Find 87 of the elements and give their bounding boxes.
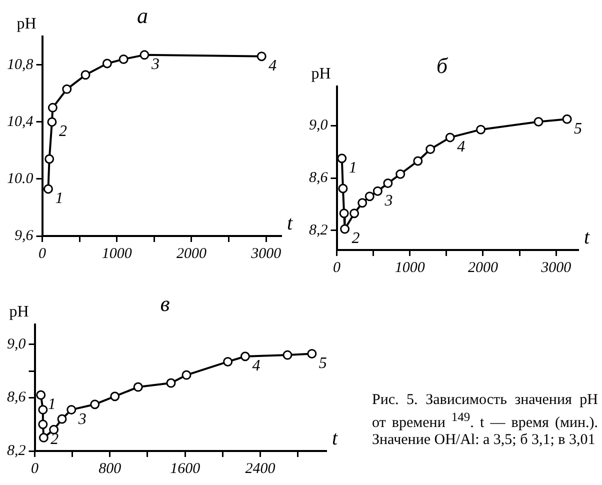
y-tick-label: 8,2 [7,442,26,459]
y-axis-title: pH [9,304,30,321]
y-axis-title: pH [311,66,332,83]
point [338,184,348,194]
point [48,102,58,112]
chart-title: в [160,290,170,316]
point [43,184,53,194]
annotation: 1 [55,190,64,208]
y-tick-label: 9,0 [7,336,26,352]
y-tick-label: 10,8 [7,56,34,73]
annotation: 3 [384,192,393,210]
point [339,208,349,218]
annotation: 3 [77,410,86,428]
x-tick-label: 2000 [176,246,207,262]
point [534,116,544,126]
y-axis-title: pH [16,16,37,33]
point [383,178,393,188]
text: Рис. 5. Зависимость значения pH от времени $^{149}$. t — время (мин.). Значение OH/Al: а 3,5; б 3,1; в 3,01 [372,392,598,449]
x-tick-label: 2400 [245,460,276,477]
point [358,198,368,208]
point [413,156,423,166]
annotation: 5 [318,354,327,372]
x-tick-label: 800 [98,460,122,477]
point [166,378,176,388]
point [133,382,143,392]
point [118,54,128,64]
x-tick-label: 1000 [102,246,132,262]
y-tick-label: 8,6 [309,170,328,186]
point [282,350,292,360]
point [90,400,100,410]
point [396,169,406,179]
point [307,348,317,358]
point [102,58,112,68]
x-tick-label: 1000 [394,260,426,276]
x-axis-title: t [287,212,293,234]
x-tick-label: 3000 [250,246,282,262]
annotation: 2 [352,230,360,248]
y-tick-label: 10.0 [7,170,34,187]
annotation: 1 [48,396,56,414]
x-tick-label: 0 [31,460,39,477]
annotation: 4 [252,358,260,375]
annotation: 5 [574,120,582,138]
annotation: 1 [348,160,357,177]
chart-title: а [137,2,148,28]
point [364,192,374,202]
point [38,420,48,430]
y-tick-label: 8,6 [7,390,26,406]
y-tick-label: 9,6 [14,228,34,244]
point [340,224,350,234]
point [240,352,250,362]
point [562,114,572,124]
point [476,124,486,134]
point [57,414,67,424]
annotation: 4 [457,138,466,156]
point [337,154,347,164]
x-tick-label: 3000 [540,260,572,276]
annotation: 4 [268,58,277,75]
x-tick-label: 0 [333,260,341,276]
point [38,404,48,414]
point [140,50,150,60]
y-tick-label: 10,4 [7,114,34,130]
point [372,186,382,196]
point [223,356,233,366]
point [110,392,120,402]
point [182,370,192,380]
x-axis-title: t [584,226,590,248]
point [36,390,46,400]
y-tick-label: 9,0 [309,118,328,134]
point [66,404,76,414]
point [426,144,436,154]
x-tick-label: 0 [38,246,46,262]
x-axis-title: t [332,427,338,450]
x-tick-label: 1600 [170,460,201,477]
annotation: 2 [58,123,67,140]
x-tick-label: 2000 [468,260,498,276]
y-tick-label: 8,2 [309,222,328,238]
point [445,132,455,142]
chart-title: б [436,52,448,78]
point [256,52,266,62]
point [350,208,360,218]
point [44,154,54,164]
point [38,432,48,442]
point [49,424,59,434]
annotation: 3 [150,56,160,74]
point [80,70,90,80]
point [62,84,72,94]
point [47,117,57,127]
